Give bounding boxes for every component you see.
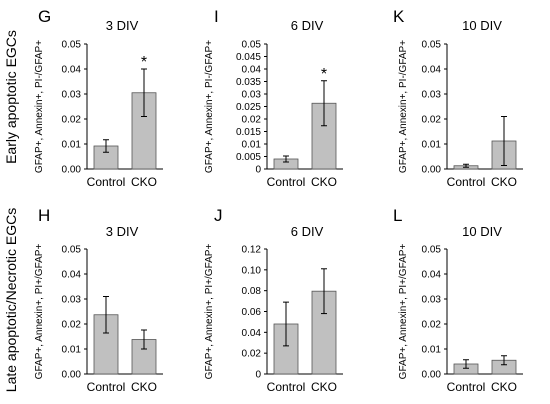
y-tick-label: 0.02 [242,115,262,126]
y-axis-label: GFAP+, Annexin+, PI+/GFAP+ [398,244,409,380]
y-tick-label: 0.00 [62,370,82,381]
panel-title: 6 DIV [291,224,324,239]
y-tick-label: 0.05 [422,40,442,51]
y-tick-label: 0.04 [242,328,262,339]
y-tick-label: 0 [255,370,261,381]
panel-k: K 10 DIV GFAP+, Annexin+, PI-/GFAP+ 0.00 0.0… [393,7,523,189]
y-tick-label: 0.02 [62,115,82,126]
y-tick-label: 0.03 [62,295,82,306]
panel-letter: L [393,206,402,225]
panel-letter: H [38,206,50,225]
panel-letter: K [393,7,405,26]
category-label: CKO [311,175,337,189]
panel-title: 6 DIV [291,18,324,33]
panel-l: L 10 DIV GFAP+, Annexin+, PI+/GFAP+ 0.00 0.0… [393,206,523,394]
panel-title: 3 DIV [106,18,139,33]
panel-letter: G [38,7,51,26]
y-axis-label: GFAP+, Annexin+, PI-/GFAP+ [34,40,45,173]
category-label: Control [87,175,126,189]
row-label-early: Early apoptotic EGCs [3,30,19,164]
y-tick-label: 0.01 [62,140,82,151]
panel-j: J 6 DIV GFAP+, Annexin+, PI+/GFAP+ 0 0.02 0.0… [204,206,343,394]
panel-title: 3 DIV [106,224,139,239]
y-tick-label: 0.03 [422,295,442,306]
y-tick-label: 0.01 [422,140,442,151]
y-tick-label: 0.045 [236,52,261,63]
y-tick-label: 0.025 [236,102,261,113]
category-label: CKO [491,175,517,189]
y-tick-label: 0.01 [62,345,82,356]
category-label: CKO [131,175,157,189]
y-tick-label: 0.05 [62,40,82,51]
y-tick-label: 0.02 [422,115,442,126]
panel-letter: J [214,206,223,225]
y-tick-label: 0.03 [242,90,262,101]
y-tick-label: 0.00 [422,165,442,176]
category-label: Control [447,175,486,189]
y-tick-label: 0.02 [422,320,442,331]
significance-marker: * [321,66,327,83]
y-axis-label: GFAP+, Annexin+, PI+/GFAP+ [34,244,45,380]
y-tick-label: 0.06 [242,307,262,318]
y-tick-label: 0.02 [242,349,262,360]
y-tick-label: 0.04 [62,65,82,76]
category-label: Control [267,380,306,394]
y-tick-label: 0.05 [422,245,442,256]
y-tick-label: 0.04 [422,65,442,76]
y-tick-label: 0.03 [62,90,82,101]
category-label: CKO [131,380,157,394]
panel-title: 10 DIV [462,224,502,239]
y-axis-label: GFAP+, Annexin+, PI-/GFAP+ [398,40,409,173]
panels-container: G 3 DIV GFAP+, Annexin+, PI-/GFAP+ 0.00 0.01… [34,7,523,394]
y-tick-label: 0.05 [242,40,262,51]
y-tick-label: 0.02 [62,320,82,331]
category-label: Control [447,380,486,394]
panel-g: G 3 DIV GFAP+, Annexin+, PI-/GFAP+ 0.00 0.01… [34,7,163,189]
y-tick-label: 0.03 [422,90,442,101]
y-tick-label: 0.10 [242,265,262,276]
panel-h: H 3 DIV GFAP+, Annexin+, PI+/GFAP+ 0.00 0.01… [34,206,163,394]
y-tick-label: 0.08 [242,286,262,297]
y-tick-label: 0.01 [242,140,262,151]
y-tick-label: 0.04 [242,65,262,76]
y-tick-label: 0.00 [422,370,442,381]
significance-marker: * [141,54,147,71]
y-axis-label: GFAP+, Annexin+, PI-/GFAP+ [204,40,215,173]
category-label: CKO [491,380,517,394]
panel-title: 10 DIV [462,18,502,33]
y-axis-label: GFAP+, Annexin+, PI+/GFAP+ [204,244,215,380]
y-tick-label: 0.005 [236,152,261,163]
y-tick-label: 0.04 [422,270,442,281]
y-tick-label: 0.05 [62,245,82,256]
category-label: Control [267,175,306,189]
y-tick-label: 0.12 [242,245,262,256]
panel-letter: I [214,7,219,26]
category-label: Control [87,380,126,394]
y-tick-label: 0.035 [236,77,261,88]
y-tick-label: 0.00 [62,165,82,176]
y-tick-label: 0.04 [62,270,82,281]
y-tick-label: 0 [255,165,261,176]
y-tick-label: 0.015 [236,127,261,138]
category-label: CKO [311,380,337,394]
row-label-late: Late apoptotic/Necrotic EGCs [3,208,19,392]
y-tick-label: 0.01 [422,345,442,356]
